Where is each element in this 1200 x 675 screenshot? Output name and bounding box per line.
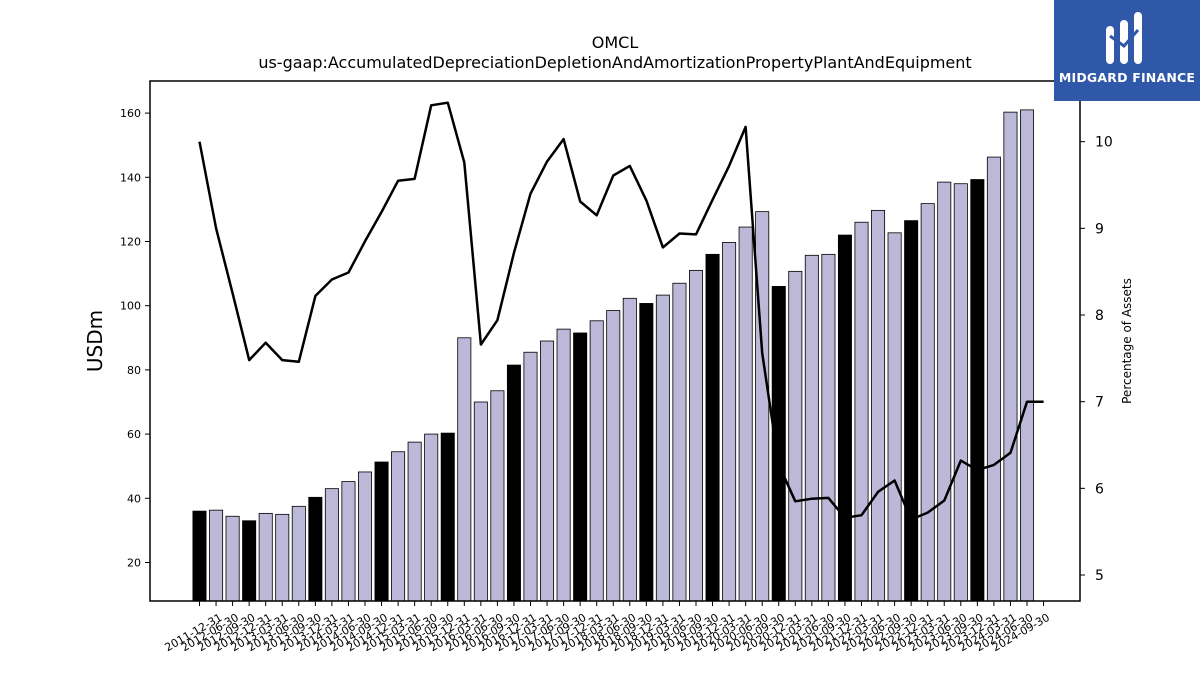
- bar: [920, 203, 935, 602]
- bar: [937, 181, 952, 602]
- bar: [804, 254, 819, 602]
- bar: [506, 364, 521, 602]
- y-tick-label: 160: [120, 107, 141, 120]
- bar: [689, 269, 704, 602]
- bar: [589, 320, 604, 602]
- y2-tick-label: 7: [1095, 395, 1104, 411]
- bar: [457, 337, 472, 602]
- bar: [705, 253, 720, 602]
- bar: [755, 211, 770, 602]
- bar: [622, 297, 637, 602]
- bar: [738, 226, 753, 602]
- line-series: [198, 101, 1044, 521]
- y2-tick-label: 5: [1095, 568, 1104, 584]
- y2-tick-label: 9: [1095, 221, 1104, 237]
- bar: [192, 510, 207, 602]
- bar: [970, 179, 985, 602]
- bar: [854, 221, 869, 602]
- bar: [374, 461, 389, 602]
- bar: [1003, 111, 1018, 602]
- bars: [192, 109, 1035, 602]
- chart-title: OMCL: [592, 33, 639, 52]
- y2-tick-label: 10: [1095, 135, 1113, 151]
- y-tick-label: 100: [120, 300, 141, 313]
- bar: [540, 340, 555, 602]
- bar: [606, 310, 621, 602]
- y-axis-label: USDm: [83, 310, 107, 372]
- bar: [556, 328, 571, 602]
- bar: [490, 390, 505, 602]
- chart-subtitle: us-gaap:AccumulatedDepreciationDepletion…: [258, 53, 971, 72]
- bar: [407, 441, 422, 602]
- bar: [722, 242, 737, 602]
- y-tick-label: 140: [120, 171, 141, 184]
- y2-tick-label: 6: [1095, 481, 1104, 497]
- bar: [523, 351, 538, 602]
- plot-frame: [149, 80, 1081, 602]
- y2-axis-label: Percentage of Assets: [1120, 278, 1134, 404]
- bar: [440, 432, 455, 602]
- midgard-finance-logo: MIDGARD FINANCE: [1054, 0, 1200, 101]
- bar: [887, 232, 902, 602]
- bar: [821, 253, 836, 602]
- y-axis-right: 5 6 7 8 9 10: [1080, 135, 1113, 584]
- y2-tick-label: 8: [1095, 308, 1104, 324]
- bar: [771, 286, 786, 602]
- bar: [424, 433, 439, 602]
- bar: [324, 488, 339, 602]
- bar: [655, 294, 670, 602]
- y-tick-label: 20: [127, 556, 141, 569]
- y-tick-label: 60: [127, 428, 141, 441]
- bar: [639, 303, 654, 602]
- bar: [308, 496, 323, 602]
- bar: [672, 282, 687, 602]
- bar: [275, 513, 290, 602]
- y-tick-label: 80: [127, 364, 141, 377]
- bar: [242, 520, 257, 602]
- bar: [953, 183, 968, 602]
- y-axis-left: 20 40 60 80 100 120 140 160: [120, 107, 150, 569]
- bar: [258, 512, 273, 602]
- bar: [904, 220, 919, 602]
- bar: [391, 451, 406, 602]
- line-percentage-of-assets: [198, 101, 1044, 521]
- bar: [986, 156, 1001, 602]
- bar: [291, 505, 306, 602]
- bar: [1020, 109, 1035, 602]
- logo-text: MIDGARD FINANCE: [1058, 70, 1196, 85]
- bar: [871, 209, 886, 602]
- bar: [837, 234, 852, 602]
- logo-mark-icon: [1106, 12, 1142, 64]
- y-tick-label: 40: [127, 492, 141, 505]
- bar: [225, 515, 240, 602]
- bar: [573, 332, 588, 602]
- bar: [788, 270, 803, 602]
- bar: [473, 401, 488, 602]
- x-axis: 2011-12-312012-06-302012-09-302012-12-31…: [163, 601, 1052, 654]
- y-tick-label: 120: [120, 235, 141, 248]
- bar: [341, 481, 356, 602]
- bar: [209, 509, 224, 602]
- bar: [357, 471, 372, 602]
